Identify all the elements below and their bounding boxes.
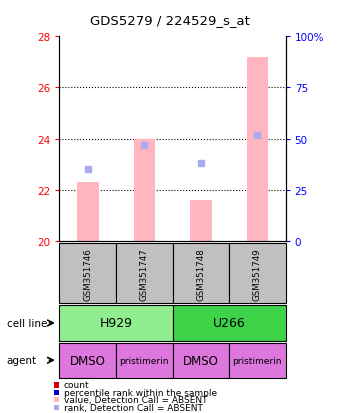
Text: pristimerin: pristimerin (233, 356, 282, 365)
Text: GSM351746: GSM351746 (83, 247, 92, 300)
Text: agent: agent (7, 355, 37, 366)
Text: rank, Detection Call = ABSENT: rank, Detection Call = ABSENT (64, 403, 203, 412)
Text: GSM351749: GSM351749 (253, 247, 262, 300)
Text: percentile rank within the sample: percentile rank within the sample (64, 388, 217, 397)
Text: GSM351748: GSM351748 (196, 247, 205, 300)
Text: DMSO: DMSO (70, 354, 106, 367)
Text: DMSO: DMSO (183, 354, 219, 367)
Bar (134, 140, 155, 242)
Bar (190, 201, 211, 242)
Text: GSM351747: GSM351747 (140, 247, 149, 300)
Text: pristimerin: pristimerin (120, 356, 169, 365)
Text: cell line: cell line (7, 318, 47, 328)
Text: count: count (64, 380, 89, 389)
Text: U266: U266 (213, 317, 245, 330)
Text: value, Detection Call = ABSENT: value, Detection Call = ABSENT (64, 395, 207, 404)
Bar (77, 183, 99, 242)
Text: H929: H929 (100, 317, 133, 330)
Text: GDS5279 / 224529_s_at: GDS5279 / 224529_s_at (90, 14, 250, 27)
Bar (246, 58, 268, 242)
